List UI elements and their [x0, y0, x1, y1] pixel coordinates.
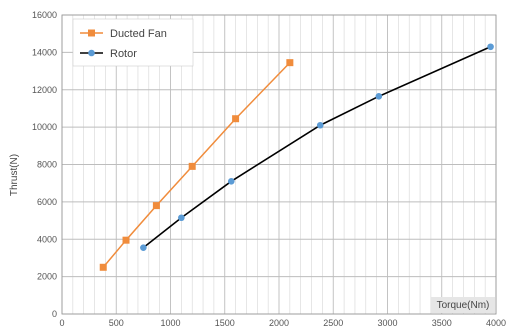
x-tick-label: 1500 — [215, 318, 235, 328]
y-tick-label: 4000 — [37, 234, 57, 244]
legend-label: Ducted Fan — [110, 28, 167, 40]
y-tick-label: 8000 — [37, 160, 57, 170]
x-axis-label-background — [431, 297, 495, 313]
y-tick-label: 2000 — [37, 272, 57, 282]
y-tick-label: 12000 — [32, 85, 57, 95]
x-axis-label: Torque(Nm) — [437, 300, 490, 311]
data-point-circle — [375, 92, 383, 100]
data-point-square — [232, 115, 240, 123]
data-point-circle — [487, 43, 494, 51]
data-point-square — [99, 263, 107, 271]
x-tick-label: 3500 — [432, 318, 452, 328]
x-axis-label-box: Torque(Nm) — [431, 297, 495, 313]
y-tick-label: 6000 — [37, 197, 57, 207]
x-tick-label: 4000 — [486, 318, 506, 328]
x-tick-label: 0 — [59, 318, 64, 328]
x-tick-label: 3000 — [377, 318, 397, 328]
series-line — [102, 62, 291, 268]
data-point-square — [122, 236, 130, 244]
plot-frame — [61, 14, 497, 315]
data-point-square — [188, 162, 196, 170]
legend: Ducted Fan Rotor — [72, 18, 194, 67]
y-tick-label: 10000 — [32, 122, 57, 132]
data-point-circle — [140, 244, 147, 251]
y-tick-labels: 0 2000 4000 6000 8000 10000 12000 14000 16000 — [32, 10, 57, 319]
legend-swatch-marker — [88, 29, 95, 37]
y-tick-label: 0 — [52, 309, 57, 319]
data-point-square — [286, 59, 294, 67]
y-tick-label: 14000 — [32, 47, 57, 57]
data-point-circle — [227, 178, 235, 185]
data-point-circle — [316, 121, 324, 129]
series-rotor — [140, 43, 494, 251]
x-tick-labels: 0 500 1000 1500 2000 2500 3000 3500 4000 — [59, 318, 506, 328]
legend-box — [72, 18, 194, 67]
y-axis-label: Thrust(N) — [9, 154, 20, 196]
x-tick-label: 500 — [109, 318, 124, 328]
x-tick-label: 2500 — [323, 318, 343, 328]
data-point-square — [152, 202, 160, 210]
legend-label: Rotor — [110, 48, 137, 60]
series-line — [142, 46, 491, 249]
data-point-circle — [178, 214, 185, 222]
legend-swatch-marker — [88, 49, 95, 57]
x-tick-label: 1000 — [160, 318, 180, 328]
x-tick-label: 2000 — [269, 318, 289, 328]
y-tick-label: 16000 — [32, 10, 57, 20]
series-ducted-fan — [99, 59, 294, 271]
series-layer — [99, 43, 494, 271]
